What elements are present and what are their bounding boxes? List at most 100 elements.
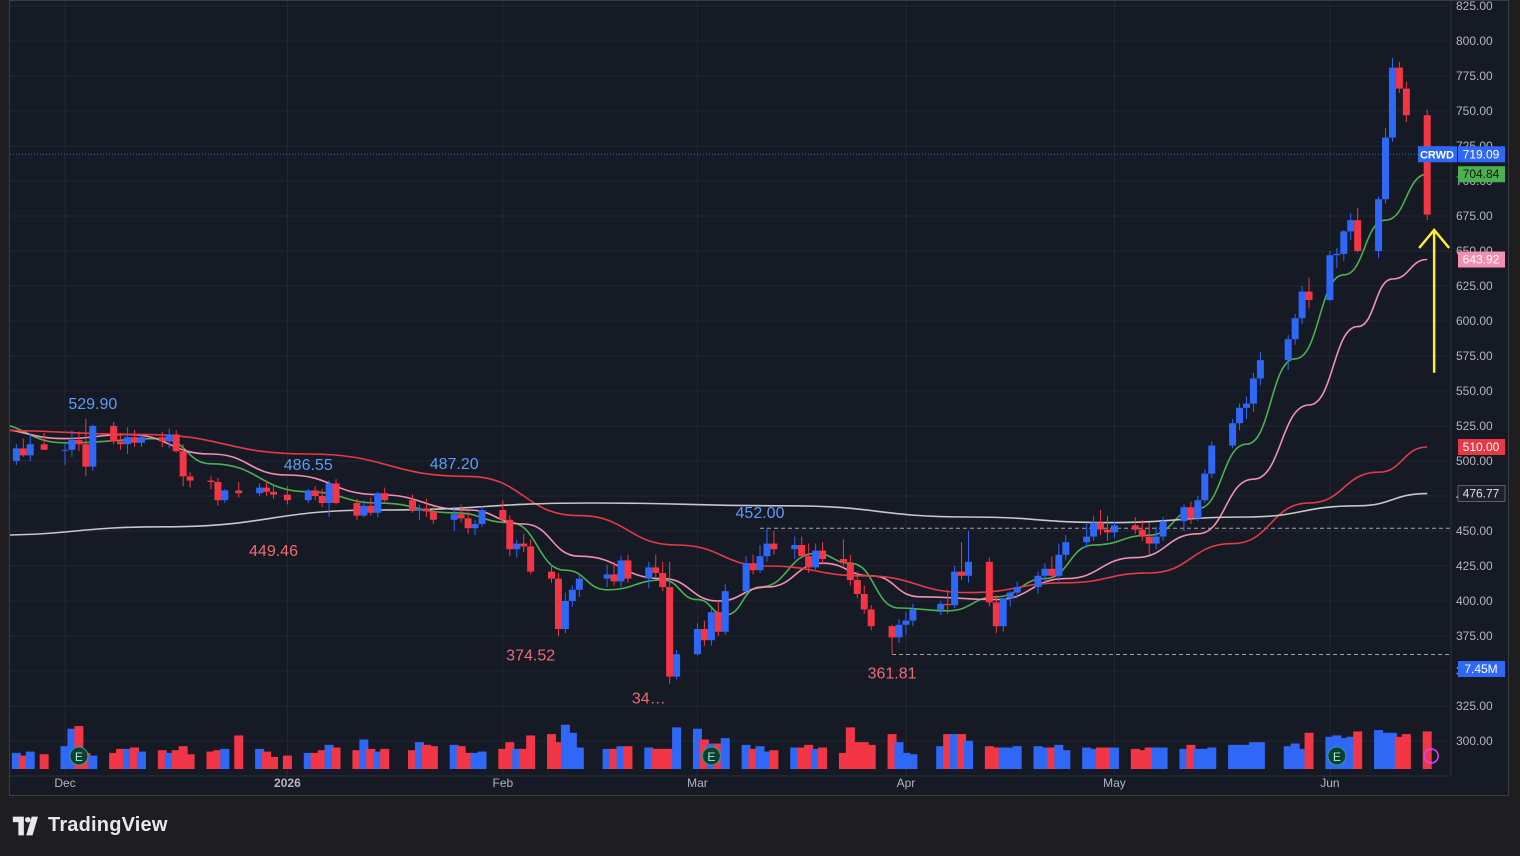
candle-body — [165, 434, 173, 442]
candle-body — [513, 543, 521, 550]
volume-bar — [498, 748, 508, 769]
volume-bar — [67, 728, 77, 769]
candle-body — [707, 612, 715, 641]
candle-body — [82, 444, 90, 467]
price-tick-label: 500.00 — [1456, 454, 1493, 468]
volume-bar — [1144, 747, 1154, 769]
candle-body — [965, 561, 972, 576]
volume-bar — [602, 748, 612, 769]
candle-body — [1201, 473, 1209, 501]
volume-bar — [901, 752, 911, 769]
candle-body — [1104, 529, 1111, 533]
volume-bar — [1047, 747, 1057, 769]
price-annotation: 487.20 — [430, 456, 479, 473]
brand[interactable]: TradingView — [12, 814, 168, 837]
time-axis[interactable]: Dec 2026 Feb Mar Apr May Jun — [10, 775, 1450, 790]
candle-body — [61, 449, 69, 451]
candle-body — [1388, 67, 1396, 138]
grid — [10, 1, 1450, 776]
candle-body — [839, 559, 847, 564]
price-badge-label: 7.45M — [1464, 662, 1497, 676]
candle-body — [673, 654, 681, 677]
volume-bar — [769, 750, 779, 769]
ma10-line — [10, 173, 1428, 616]
candle-body — [554, 578, 562, 629]
candle-body — [992, 602, 1000, 627]
price-badge-label: 704.84 — [1463, 167, 1500, 181]
price-badge — [1458, 439, 1505, 455]
candle-body — [26, 444, 34, 456]
price-badges: CRWD 719.09 704.84 643.92 510.00 476.77 7.45M — [1418, 146, 1506, 677]
volume-bar — [672, 727, 682, 769]
price-annotation: 486.55 — [284, 457, 333, 474]
volume-bar — [950, 734, 960, 769]
candle-body — [1326, 255, 1334, 300]
candle-body — [1034, 575, 1042, 587]
volume-bar — [1082, 747, 1092, 769]
candle-body — [721, 591, 729, 632]
candle-body — [756, 556, 764, 571]
candle-body — [110, 426, 118, 442]
symbol-badge — [1418, 146, 1457, 163]
price-tick-label: 800.00 — [1456, 34, 1493, 48]
volume-bar — [1033, 746, 1043, 769]
candle-body — [1423, 115, 1431, 215]
candle-body — [1097, 522, 1105, 530]
volume-bar — [1200, 748, 1210, 769]
volume-bar — [1207, 747, 1217, 769]
earnings-marker-label: E — [1333, 750, 1341, 764]
volume-bar — [171, 750, 181, 769]
candle-body — [1298, 291, 1306, 319]
candle-body — [1159, 521, 1167, 537]
price-axis[interactable]: 825.00800.00775.00750.00725.00700.00675.… — [1450, 1, 1493, 776]
candle-body — [742, 563, 750, 592]
volume-bar — [1012, 746, 1022, 769]
volume-bar — [804, 744, 814, 769]
volume-bar — [845, 727, 855, 769]
volume-bar — [477, 751, 487, 769]
candle-body — [610, 574, 618, 582]
volume-bar — [790, 747, 800, 769]
volume-bar — [1040, 747, 1050, 769]
volume-bar — [463, 752, 473, 769]
candle-body — [270, 491, 277, 495]
candle-body — [179, 451, 187, 477]
price-chart[interactable]: 7.55529.90449.46486.55487.20374.5234…452… — [10, 1, 1510, 797]
volume-bar — [512, 748, 522, 769]
candle-body — [1062, 542, 1070, 555]
candle-body — [499, 510, 507, 520]
price-tick-label: 300.00 — [1456, 734, 1493, 748]
candle-body — [902, 620, 910, 625]
volume-bar — [991, 747, 1001, 769]
price-tick-label: 450.00 — [1456, 524, 1493, 538]
volume-bar — [1290, 743, 1300, 769]
tradingview-logo-icon — [12, 816, 38, 835]
candle-body — [332, 483, 340, 503]
candle-body — [256, 487, 264, 494]
volume-bar — [894, 742, 904, 769]
candle-body — [1006, 592, 1014, 599]
price-tick-label: 625.00 — [1456, 279, 1493, 293]
candle-body — [318, 496, 326, 503]
time-tick-label: Apr — [897, 776, 916, 790]
candle-body — [40, 444, 48, 450]
price-tick-label: 575.00 — [1456, 349, 1493, 363]
volume-bar — [220, 748, 230, 769]
volume-bars — [11, 724, 1432, 769]
candle-body — [374, 493, 382, 513]
volume-bar — [185, 754, 195, 769]
volume-bar — [519, 748, 529, 769]
candle-body — [1180, 507, 1188, 522]
volume-bar — [255, 748, 265, 769]
earnings-marker-icon — [1327, 746, 1347, 766]
volume-bar — [1151, 747, 1161, 769]
volume-bar — [109, 752, 119, 769]
volume-bar — [1353, 731, 1363, 769]
chart-panel[interactable]: 7.55529.90449.46486.55487.20374.5234…452… — [9, 0, 1509, 796]
candle-body — [1194, 500, 1202, 519]
candle-body — [1187, 507, 1195, 519]
volume-bar — [748, 748, 758, 769]
candle-body — [1395, 67, 1403, 89]
candle-body — [999, 598, 1007, 627]
volume-bar — [1005, 747, 1015, 769]
